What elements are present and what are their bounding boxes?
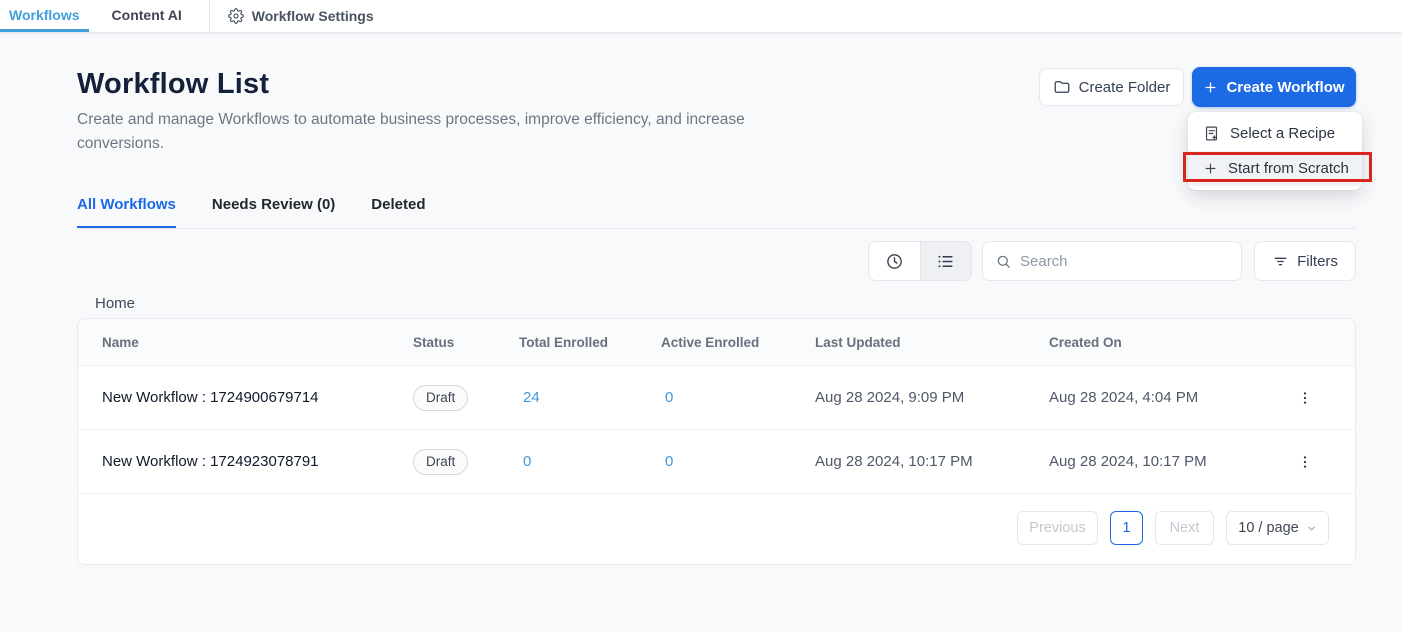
- search-input[interactable]: [1020, 252, 1229, 270]
- row-actions-kebab-icon[interactable]: [1278, 447, 1331, 477]
- filter-icon: [1272, 253, 1289, 270]
- status-badge: Draft: [413, 384, 469, 411]
- column-header-total-enrolled: Total Enrolled: [519, 334, 609, 350]
- nav-settings-label: Workflow Settings: [251, 8, 374, 24]
- nav-tab-content-ai[interactable]: Content AI: [111, 6, 182, 23]
- list-view-button[interactable]: [919, 242, 972, 280]
- menu-item-label: Start from Scratch: [1228, 160, 1349, 177]
- nav-workflow-settings[interactable]: Workflow Settings: [220, 0, 382, 32]
- active-enrolled-link[interactable]: 0: [665, 389, 674, 406]
- list-icon: [936, 252, 955, 271]
- create-folder-button[interactable]: Create Folder: [1039, 68, 1184, 106]
- previous-page-button[interactable]: Previous: [1017, 511, 1098, 545]
- page-size-select[interactable]: 10 / page: [1226, 511, 1329, 545]
- table-row[interactable]: New Workflow : 1724900679714 Draft 24 0 …: [78, 366, 1355, 430]
- column-header-status: Status: [413, 334, 455, 350]
- page-title: Workflow List: [77, 68, 270, 100]
- last-updated-value: Aug 28 2024, 9:09 PM: [815, 389, 965, 406]
- total-enrolled-link[interactable]: 0: [523, 453, 532, 470]
- plus-icon: [1203, 80, 1218, 95]
- plus-icon: [1203, 161, 1218, 176]
- menu-item-label: Select a Recipe: [1230, 125, 1336, 142]
- column-header-name: Name: [102, 334, 139, 350]
- nav-tab-workflows[interactable]: Workflows: [0, 0, 89, 32]
- page-number-button[interactable]: 1: [1110, 511, 1143, 545]
- menu-item-select-recipe[interactable]: Select a Recipe: [1188, 116, 1362, 151]
- create-workflow-menu: Select a Recipe Start from Scratch: [1183, 112, 1372, 190]
- workflow-table-card: Name Status Total Enrolled Active Enroll…: [77, 318, 1356, 565]
- tab-deleted[interactable]: Deleted: [371, 196, 426, 213]
- page-description: Create and manage Workflows to automate …: [77, 111, 745, 152]
- column-header-active-enrolled: Active Enrolled: [661, 334, 760, 350]
- row-actions-kebab-icon[interactable]: [1278, 383, 1331, 413]
- view-toggle-group: [868, 241, 972, 281]
- created-on-value: Aug 28 2024, 4:04 PM: [1049, 389, 1199, 406]
- breadcrumb-home[interactable]: Home: [95, 295, 136, 312]
- recipe-icon: [1203, 125, 1220, 142]
- active-enrolled-link[interactable]: 0: [665, 453, 674, 470]
- create-folder-label: Create Folder: [1078, 78, 1171, 96]
- clock-icon: [885, 252, 904, 271]
- table-header-row: Name Status Total Enrolled Active Enroll…: [78, 319, 1355, 366]
- column-header-last-updated: Last Updated: [815, 334, 901, 350]
- filters-button[interactable]: Filters: [1254, 241, 1356, 281]
- filters-label: Filters: [1297, 252, 1338, 270]
- workflow-name[interactable]: New Workflow : 1724900679714: [102, 389, 319, 406]
- workflow-list-tabs: All Workflows Needs Review (0) Deleted: [77, 190, 1356, 229]
- tab-needs-review[interactable]: Needs Review (0): [211, 196, 336, 213]
- search-icon: [995, 253, 1012, 270]
- page-size-label: 10 / page: [1238, 520, 1299, 536]
- last-updated-value: Aug 28 2024, 10:17 PM: [815, 453, 973, 470]
- column-header-created-on: Created On: [1049, 334, 1122, 350]
- created-on-value: Aug 28 2024, 10:17 PM: [1049, 453, 1207, 470]
- tab-all-workflows[interactable]: All Workflows: [77, 190, 176, 228]
- next-page-button[interactable]: Next: [1155, 511, 1214, 545]
- chevron-down-icon: [1306, 523, 1317, 534]
- history-view-button[interactable]: [869, 242, 920, 280]
- top-navigation: Workflows Content AI Workflow Settings: [0, 0, 1402, 33]
- create-workflow-label: Create Workflow: [1226, 78, 1345, 96]
- gear-icon: [227, 8, 244, 24]
- workflow-name[interactable]: New Workflow : 1724923078791: [102, 453, 319, 470]
- search-box: [982, 241, 1242, 281]
- folder-icon: [1053, 78, 1071, 96]
- menu-item-start-from-scratch[interactable]: Start from Scratch: [1183, 151, 1372, 186]
- create-workflow-button[interactable]: Create Workflow: [1192, 67, 1356, 107]
- nav-divider: [208, 0, 210, 32]
- table-row[interactable]: New Workflow : 1724923078791 Draft 0 0 A…: [78, 430, 1355, 494]
- status-badge: Draft: [413, 448, 469, 475]
- total-enrolled-link[interactable]: 24: [523, 389, 540, 406]
- pagination: Previous 1 Next 10 / page: [78, 494, 1355, 545]
